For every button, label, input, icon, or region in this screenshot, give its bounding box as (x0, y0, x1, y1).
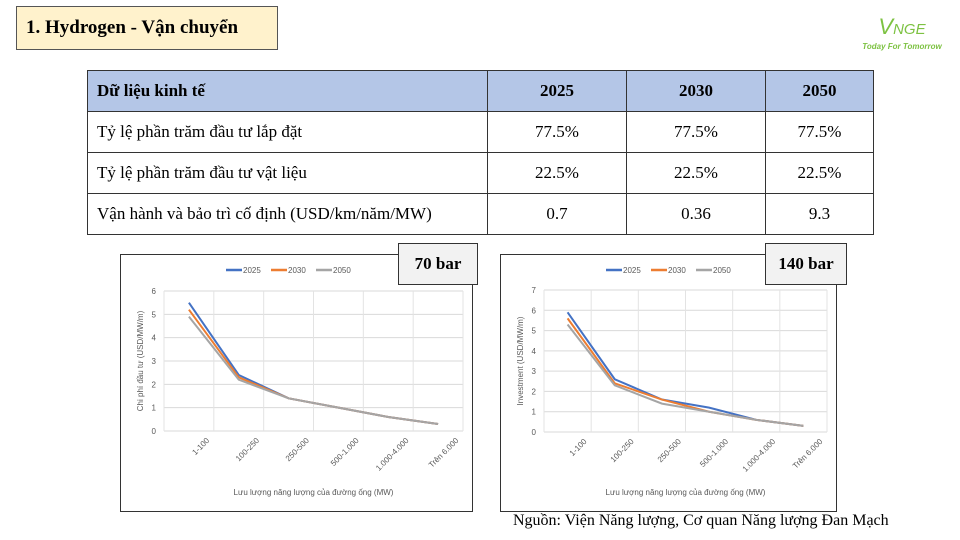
y-tick-label: 5 (532, 327, 537, 336)
y-tick-label: 0 (152, 427, 157, 436)
x-tick-label: 500-1.000 (329, 436, 361, 468)
cell: 9.3 (765, 193, 874, 235)
cell: 77.5% (765, 111, 874, 153)
legend-label: 2050 (713, 266, 731, 275)
header-cell: 2050 (765, 70, 874, 112)
header-cell: Dữ liệu kinh tế (87, 70, 488, 112)
y-tick-label: 4 (532, 347, 537, 356)
x-tick-label: Trên 6.000 (791, 437, 825, 471)
y-axis-label: Investment (USD/MW/m) (516, 316, 525, 405)
y-axis-label: Chi phí đầu tư (USD/MW/m) (136, 310, 145, 411)
y-tick-label: 7 (532, 286, 537, 295)
chart-label-140-bar: 140 bar (765, 243, 847, 285)
x-tick-label: 1-100 (190, 436, 211, 457)
legend-label: 2050 (333, 266, 351, 275)
cell: 77.5% (626, 111, 766, 153)
legend-label: 2025 (623, 266, 641, 275)
series-line-2050 (566, 323, 804, 427)
y-tick-label: 2 (152, 380, 157, 389)
header-cell: 2030 (626, 70, 766, 112)
table-row: Tỷ lệ phần trăm đầu tư vật liệu 22.5% 22… (87, 152, 874, 194)
series-line-2050 (188, 316, 439, 425)
table-row: Vận hành và bảo trì cố định (USD/km/năm/… (87, 193, 874, 235)
logo-tagline: Today For Tomorrow (862, 42, 942, 51)
chart-140-bar: 0 1 2 3 4 5 6 7 1-100 100-250 250-500 500-1.000 1.00… (500, 254, 837, 512)
y-tick-label: 5 (152, 310, 157, 319)
cell: 22.5% (765, 152, 874, 194)
x-tick-label: 1.000-4.000 (374, 436, 411, 473)
y-tick-label: 3 (532, 367, 537, 376)
x-tick-label: 1.000-4.000 (741, 437, 778, 474)
row-label: Tỷ lệ phần trăm đầu tư lắp đặt (87, 111, 488, 153)
source-note: Nguồn: Viện Năng lượng, Cơ quan Năng lượ… (513, 512, 889, 529)
cell: 77.5% (487, 111, 627, 153)
x-tick-label: Trên 6.000 (427, 436, 461, 470)
legend-label: 2025 (243, 266, 261, 275)
chart-label-70-bar: 70 bar (398, 243, 478, 285)
line-chart-70-bar: 0 1 2 3 4 5 6 1-100 100-250 250-500 500-1.000 1.000… (136, 266, 464, 497)
y-tick-label: 3 (152, 357, 157, 366)
cell: 0.7 (487, 193, 627, 235)
vnge-logo: VNGE Today For Tomorrow (848, 14, 956, 51)
cell: 0.36 (626, 193, 766, 235)
row-label: Vận hành và bảo trì cố định (USD/km/năm/… (87, 193, 488, 235)
economic-data-table: Dữ liệu kinh tế 2025 2030 2050 Tỷ lệ phầ… (87, 70, 874, 235)
x-tick-label: 250-500 (656, 437, 684, 465)
line-chart-140-bar: 0 1 2 3 4 5 6 7 1-100 100-250 250-500 500-1.000 1.00… (516, 266, 828, 497)
y-tick-label: 6 (152, 287, 157, 296)
y-tick-label: 0 (532, 428, 537, 437)
x-tick-label: 100-250 (609, 437, 637, 465)
x-axis-label: Lưu lượng năng lượng của đường ống (MW) (234, 488, 394, 497)
y-tick-label: 4 (152, 334, 157, 343)
row-label: Tỷ lệ phần trăm đầu tư vật liệu (87, 152, 488, 194)
x-tick-label: 1-100 (568, 437, 589, 458)
table-header-row: Dữ liệu kinh tế 2025 2030 2050 (87, 70, 874, 112)
x-tick-label: 250-500 (284, 436, 312, 464)
cell: 22.5% (626, 152, 766, 194)
y-tick-label: 2 (532, 387, 537, 396)
chart-70-bar: 0 1 2 3 4 5 6 1-100 100-250 250-500 500-1.000 1.000… (120, 254, 473, 512)
x-axis-label: Lưu lượng năng lượng của đường ống (MW) (606, 488, 766, 497)
x-tick-label: 500-1.000 (698, 437, 730, 469)
table-row: Tỷ lệ phần trăm đầu tư lắp đặt 77.5% 77.… (87, 111, 874, 153)
x-tick-label: 100-250 (234, 436, 262, 464)
y-tick-label: 1 (152, 404, 157, 413)
y-tick-label: 1 (532, 408, 537, 417)
legend-label: 2030 (668, 266, 686, 275)
legend-label: 2030 (288, 266, 306, 275)
slide-title: 1. Hydrogen - Vận chuyển (16, 6, 278, 50)
header-cell: 2025 (487, 70, 627, 112)
y-tick-label: 6 (532, 306, 537, 315)
cell: 22.5% (487, 152, 627, 194)
